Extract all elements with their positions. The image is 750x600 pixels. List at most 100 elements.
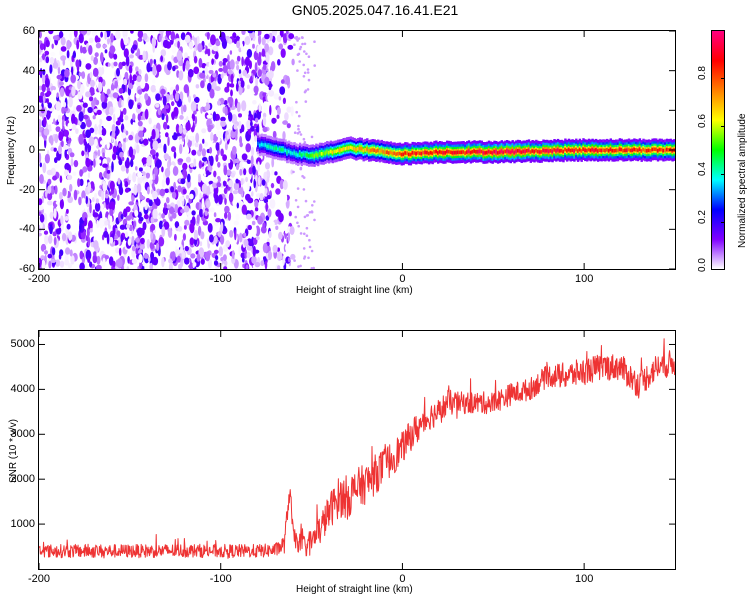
noise-blob xyxy=(147,72,153,80)
signal-cell xyxy=(284,148,287,153)
noise-blob xyxy=(185,121,191,131)
noise-blob xyxy=(236,64,240,71)
signal-cell xyxy=(629,148,632,153)
noise-blob xyxy=(251,190,254,197)
signal-cell xyxy=(342,147,345,151)
noise-blob xyxy=(285,31,289,35)
noise-blob xyxy=(121,132,127,139)
noise-blob xyxy=(149,58,153,65)
signal-cell xyxy=(625,148,629,152)
noise-blob xyxy=(234,229,237,241)
noise-blob xyxy=(175,84,180,92)
noise-blob xyxy=(244,36,251,46)
noise-blob xyxy=(251,255,257,264)
noise-blob xyxy=(216,130,222,138)
spectrogram-tick-marks xyxy=(39,31,675,269)
noise-blob xyxy=(213,235,218,244)
noise-blob xyxy=(213,260,219,266)
noise-blob xyxy=(303,42,307,46)
signal-cell xyxy=(618,147,622,151)
noise-blob xyxy=(171,125,175,136)
noise-blob xyxy=(102,180,107,192)
signal-cell xyxy=(373,148,376,152)
noise-blob xyxy=(257,215,264,225)
noise-blob xyxy=(51,71,56,78)
noise-blob xyxy=(55,101,62,111)
noise-blob xyxy=(72,171,77,176)
noise-blob xyxy=(59,87,65,97)
noise-blob xyxy=(121,99,124,108)
noise-blob xyxy=(261,36,266,46)
noise-blob xyxy=(128,201,135,206)
noise-blob xyxy=(297,37,301,40)
noise-blob xyxy=(245,56,250,67)
noise-blob xyxy=(137,89,143,95)
noise-blob xyxy=(184,219,190,226)
noise-blob xyxy=(246,84,250,90)
signal-cell xyxy=(375,149,378,153)
noise-blob xyxy=(77,80,81,90)
noise-blob xyxy=(141,157,148,164)
noise-blob xyxy=(77,178,81,188)
noise-blob xyxy=(171,212,177,219)
noise-blob xyxy=(244,109,249,117)
noise-blob xyxy=(118,236,121,246)
noise-blob xyxy=(83,114,89,120)
noise-blob xyxy=(196,35,200,45)
noise-blob xyxy=(157,108,161,116)
signal-cell xyxy=(382,150,385,154)
noise-blob xyxy=(126,223,130,229)
noise-blob xyxy=(266,195,272,200)
signal-cell xyxy=(260,142,264,147)
noise-blob xyxy=(107,62,111,67)
noise-blob xyxy=(308,238,311,242)
noise-blob xyxy=(238,84,243,96)
noise-blob xyxy=(129,73,133,84)
noise-blob xyxy=(78,72,83,77)
noise-blob xyxy=(269,221,275,227)
noise-blob xyxy=(43,116,47,127)
noise-blob xyxy=(134,209,139,217)
noise-blob xyxy=(293,259,296,262)
snr-y-tick-label: 1000 xyxy=(10,518,35,531)
noise-blob xyxy=(165,249,170,258)
noise-blob xyxy=(171,251,176,262)
noise-blob xyxy=(78,134,84,145)
noise-blob xyxy=(100,52,104,63)
noise-blob xyxy=(313,218,316,222)
noise-blob xyxy=(53,147,57,152)
noise-blob xyxy=(296,187,300,190)
snr-y-axis-label: SNR (10 * v/v) xyxy=(8,419,19,483)
noise-blob xyxy=(87,172,91,179)
noise-blob xyxy=(275,225,279,230)
noise-blob xyxy=(225,169,232,176)
noise-blob xyxy=(47,253,53,259)
signal-cell xyxy=(520,150,523,154)
noise-blob xyxy=(277,59,281,66)
snr-x-tick-label: -200 xyxy=(27,573,51,585)
noise-blob xyxy=(235,60,239,65)
signal-cell xyxy=(411,151,414,155)
noise-blob xyxy=(182,128,187,135)
noise-blob xyxy=(203,141,209,147)
noise-blob xyxy=(86,119,92,128)
noise-blob xyxy=(238,232,243,243)
signal-cell xyxy=(587,147,591,152)
noise-blob xyxy=(88,37,94,44)
noise-blob xyxy=(280,79,285,84)
noise-blob xyxy=(174,221,180,229)
noise-blob xyxy=(137,175,143,185)
noise-blob xyxy=(241,204,247,215)
signal-cell xyxy=(469,150,473,155)
noise-blob xyxy=(108,93,114,98)
noise-blob xyxy=(222,154,228,161)
snr-y-tick-label: 5000 xyxy=(10,338,35,351)
noise-blob xyxy=(200,106,203,114)
noise-blob xyxy=(245,176,249,183)
noise-blob xyxy=(211,58,215,65)
noise-blob xyxy=(268,89,275,97)
noise-blob xyxy=(303,50,306,53)
noise-blob xyxy=(106,141,110,150)
signal-cell xyxy=(271,146,274,150)
noise-blob xyxy=(161,166,164,173)
